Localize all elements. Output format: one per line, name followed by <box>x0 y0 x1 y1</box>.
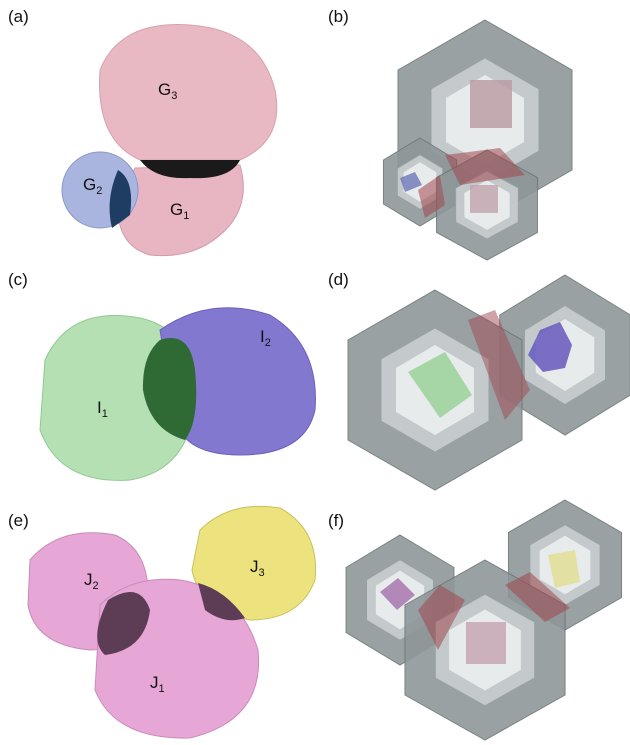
panel-label: (f) <box>328 511 344 530</box>
grain-name: J <box>84 570 93 589</box>
panel-c <box>39 307 316 481</box>
panel-label: (a) <box>8 7 29 26</box>
panel-f <box>346 500 621 740</box>
panel-d <box>348 275 630 490</box>
grain-name: I <box>260 327 265 346</box>
grain-name: G <box>170 200 183 219</box>
panel-e <box>27 505 317 739</box>
grain-index: 2 <box>96 185 102 197</box>
grain-label: I2 <box>260 327 271 349</box>
grain-index: 3 <box>171 90 177 102</box>
interface <box>140 160 240 179</box>
grain-label: I1 <box>97 398 108 420</box>
grain-label: G1 <box>170 200 189 222</box>
interface <box>97 592 150 655</box>
panel-b <box>383 20 572 260</box>
grain-index: 1 <box>183 210 189 222</box>
grain-index: 1 <box>159 683 165 695</box>
grain-index: 2 <box>93 580 99 592</box>
interface <box>142 338 197 440</box>
grain-label: J2 <box>84 570 99 592</box>
grain-index: 2 <box>265 337 271 349</box>
grain-i2 <box>159 307 316 456</box>
grain-g3 <box>99 24 278 161</box>
grain-index: 3 <box>259 567 265 579</box>
panel-a <box>61 24 278 257</box>
grain-label: J1 <box>150 673 165 695</box>
grain-label: G2 <box>83 175 102 197</box>
grain-label: J3 <box>250 557 265 579</box>
grain-name: J <box>250 557 259 576</box>
panel-label: (e) <box>8 511 29 530</box>
grain-g1 <box>117 164 244 257</box>
panel-label: (d) <box>328 270 349 289</box>
grain-name: J <box>150 673 159 692</box>
grain-label: G3 <box>158 80 177 102</box>
panel-label: (b) <box>328 7 349 26</box>
interface <box>198 583 245 621</box>
grain-name: I <box>97 398 102 417</box>
panel-label: (c) <box>8 270 28 289</box>
grain-name: G <box>83 175 96 194</box>
interface <box>109 170 132 228</box>
grain-index: 1 <box>102 408 108 420</box>
grain-name: G <box>158 80 171 99</box>
